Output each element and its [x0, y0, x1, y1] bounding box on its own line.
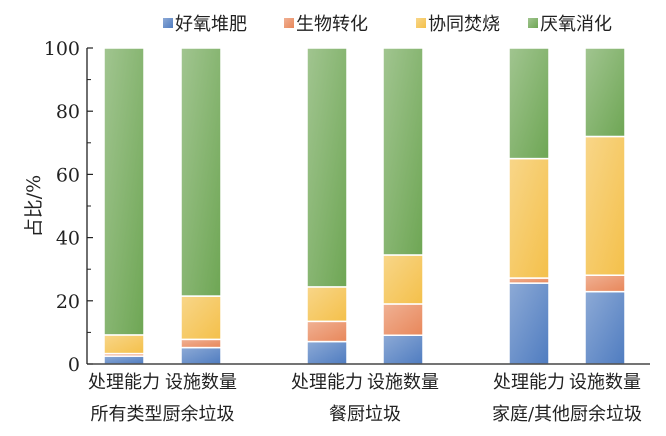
x-tick-label: 处理能力: [88, 372, 160, 393]
legend-item: 协同焚烧: [416, 14, 500, 35]
bar-segment-4: [508, 47, 550, 160]
y-axis-label: 占比/%: [23, 175, 45, 237]
legend-swatch: [284, 18, 294, 28]
bar-stack: [584, 47, 626, 365]
bar-segment-1: [584, 290, 626, 365]
bar-segment-4: [306, 47, 348, 288]
bar-segment-3: [584, 135, 626, 276]
x-tick-label: 设施数量: [569, 372, 641, 393]
bar-segment-4: [103, 47, 145, 336]
axes: [86, 48, 650, 365]
y-tick-label: 100: [44, 38, 80, 60]
bar-segment-1: [180, 346, 222, 365]
bar-segment-3: [103, 334, 145, 355]
legend-label: 生物转化: [296, 14, 368, 35]
y-tick-label: 40: [56, 228, 80, 250]
bar-segment-2: [508, 277, 550, 284]
bar-stack: [508, 47, 550, 365]
bar-stack: [103, 47, 145, 365]
legend-label: 厌氧消化: [540, 14, 612, 35]
bar-segment-3: [508, 157, 550, 279]
y-tick-label: 20: [56, 291, 80, 313]
legend-label: 协同焚烧: [428, 14, 500, 35]
group-label: 家庭/其他厨余垃圾: [492, 404, 642, 425]
y-tick-label: 80: [56, 101, 80, 123]
legend-swatch: [416, 18, 426, 28]
bar-segment-4: [382, 47, 424, 256]
legend-label: 好氧堆肥: [175, 14, 247, 35]
bar-stack: [382, 47, 424, 365]
bar-segment-2: [382, 303, 424, 336]
legend-swatch: [163, 18, 173, 28]
y-tick-label: 0: [68, 354, 80, 376]
bar-segment-1: [382, 334, 424, 365]
bar-segment-3: [306, 286, 348, 323]
bar-segment-3: [382, 254, 424, 305]
bar-segment-4: [180, 47, 222, 297]
bar-segment-2: [306, 320, 348, 343]
x-tick-label: 设施数量: [165, 372, 237, 393]
bar-segment-2: [180, 338, 222, 349]
group-label: 所有类型厨余垃圾: [91, 404, 235, 425]
bar-segment-3: [180, 295, 222, 341]
bar-segment-1: [306, 340, 348, 365]
bar-segment-2: [584, 274, 626, 293]
x-tick-label: 处理能力: [291, 372, 363, 393]
x-tick-label: 设施数量: [367, 372, 439, 393]
bar-segment-4: [584, 47, 626, 138]
bar-stack: [180, 47, 222, 365]
legend-item: 好氧堆肥: [163, 14, 247, 35]
legend-swatch: [528, 18, 538, 28]
legend-item: 生物转化: [284, 14, 368, 35]
bar-segment-1: [103, 355, 145, 365]
bar-stack: [306, 47, 348, 365]
y-tick-label: 60: [56, 164, 80, 186]
y-ticks: 0 20 40 60 80 100: [44, 38, 93, 376]
bar-segment-1: [508, 282, 550, 365]
group-label: 餐厨垃圾: [329, 404, 401, 425]
bars: [103, 47, 626, 365]
legend-item: 厌氧消化: [528, 14, 612, 35]
legend: 好氧堆肥 生物转化 协同焚烧 厌氧消化: [163, 14, 612, 35]
x-tick-label: 处理能力: [493, 372, 565, 393]
